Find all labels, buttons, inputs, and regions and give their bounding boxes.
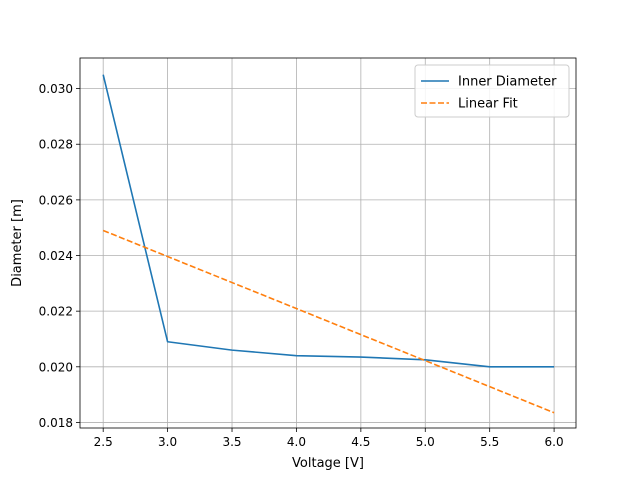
y-tick-label: 0.022	[39, 305, 73, 319]
x-tick-label: 3.0	[158, 435, 177, 449]
legend-label: Linear Fit	[458, 97, 518, 112]
y-tick-label: 0.028	[39, 138, 73, 152]
series-line-1	[102, 74, 555, 368]
x-tick-label: 5.0	[416, 435, 435, 449]
series-lines	[102, 74, 555, 414]
x-tick-label: 2.5	[94, 435, 113, 449]
y-tick-label: 0.018	[39, 416, 73, 430]
x-tick-label: 3.5	[222, 435, 241, 449]
legend-box	[414, 64, 570, 118]
y-axis-ticks: 0.018 0.020 0.022 0.024 0.026 0.028 0.030	[39, 82, 80, 430]
y-tick-label: 0.020	[39, 360, 73, 374]
x-axis-ticks: 2.5 3.0 3.5 4.0 4.5 5.0 5.5 6.0	[94, 428, 564, 449]
legend: Inner Diameter Linear Fit	[414, 64, 570, 118]
y-tick-label: 0.026	[39, 193, 73, 207]
y-tick-label: 0.030	[39, 82, 73, 96]
x-tick-label: 4.0	[287, 435, 306, 449]
plot-frame	[79, 57, 577, 429]
x-tick-label: 5.5	[480, 435, 499, 449]
x-tick-label: 4.5	[351, 435, 370, 449]
x-tick-label: 6.0	[545, 435, 564, 449]
y-axis-label: Diameter [m]	[10, 199, 25, 287]
y-tick-label: 0.024	[39, 249, 73, 263]
x-axis-label: Voltage [V]	[292, 456, 364, 471]
series-line-2	[102, 229, 555, 414]
legend-label: Inner Diameter	[458, 75, 557, 90]
